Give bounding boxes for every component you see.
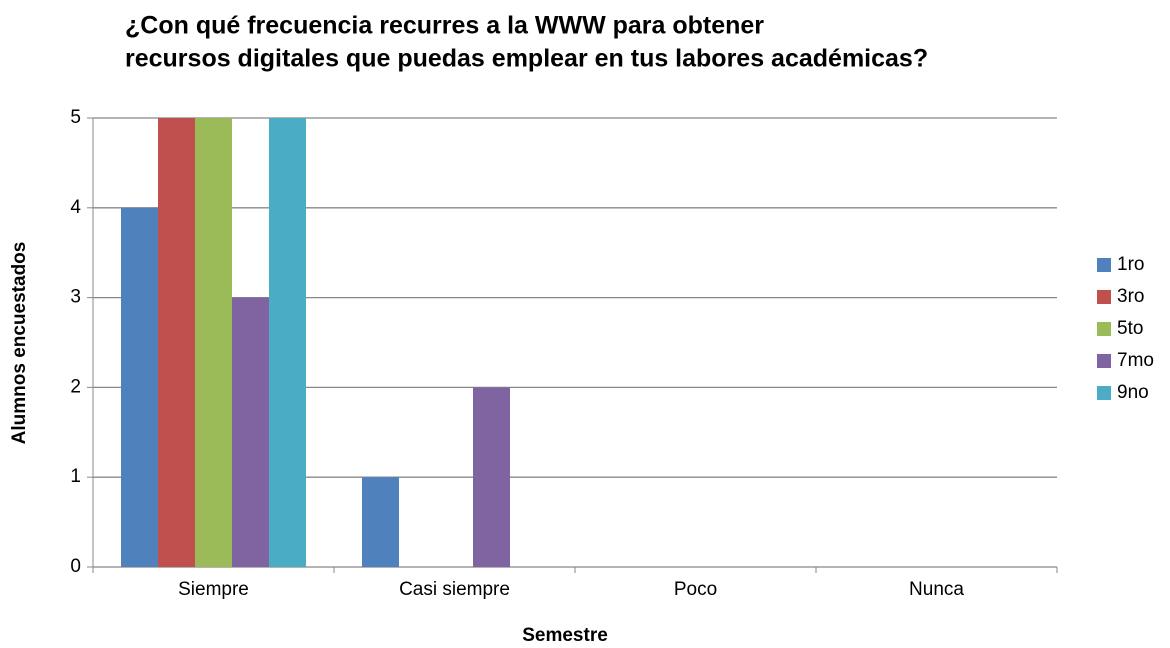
bar xyxy=(195,118,232,567)
legend-swatch xyxy=(1097,354,1111,368)
x-tick-label: Nunca xyxy=(909,579,964,600)
y-tick-label: 0 xyxy=(70,556,81,577)
y-tick-label: 4 xyxy=(70,197,81,218)
x-axis-title: Semestre xyxy=(522,625,608,646)
chart-title-line: ¿Con qué frecuencia recurres a la WWW pa… xyxy=(125,12,764,40)
legend-label: 7mo xyxy=(1117,350,1154,371)
bar xyxy=(158,118,195,567)
legend-swatch xyxy=(1097,290,1111,304)
legend-label: 1ro xyxy=(1117,254,1144,275)
x-tick-label: Casi siempre xyxy=(399,579,510,600)
legend-label: 9no xyxy=(1117,382,1149,403)
legend-swatch xyxy=(1097,386,1111,400)
legend-swatch xyxy=(1097,258,1111,272)
bar xyxy=(362,477,399,567)
legend-label: 3ro xyxy=(1117,286,1144,307)
chart-title-line: recursos digitales que puedas emplear en… xyxy=(125,45,928,73)
y-tick-label: 1 xyxy=(70,466,81,487)
y-tick-label: 3 xyxy=(70,287,81,308)
x-tick-label: Poco xyxy=(674,579,717,600)
bar xyxy=(232,297,269,567)
bar xyxy=(121,207,158,568)
legend-swatch xyxy=(1097,322,1111,336)
y-tick-label: 5 xyxy=(70,107,81,128)
bar xyxy=(473,387,510,567)
y-tick-label: 2 xyxy=(70,376,81,397)
x-tick-label: Siempre xyxy=(178,579,249,600)
legend-label: 5to xyxy=(1117,318,1143,339)
bar xyxy=(269,118,306,567)
y-axis-title: Alumnos encuestados xyxy=(9,242,30,445)
